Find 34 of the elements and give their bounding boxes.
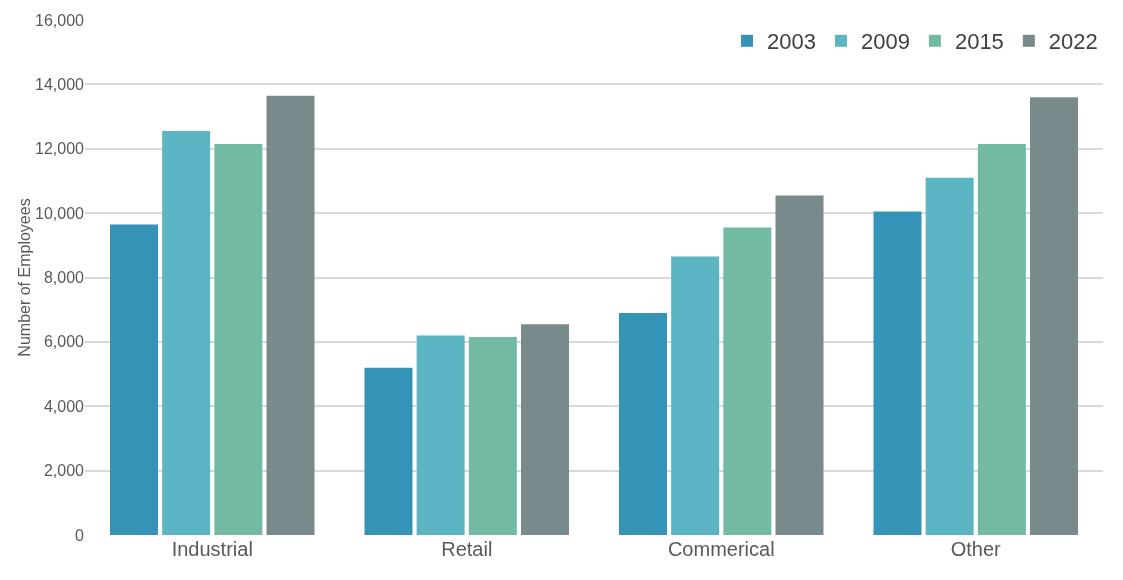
bar [162, 131, 211, 535]
y-tick-label: 0 [75, 526, 85, 544]
bar [416, 335, 465, 535]
bar [468, 337, 517, 535]
bar [109, 224, 158, 535]
y-tick-label: 10,000 [35, 204, 85, 222]
bar [1030, 97, 1079, 535]
y-axis-title: Number of Employees [16, 198, 34, 357]
y-tick-label: 14,000 [35, 75, 85, 93]
y-tick-label: 16,000 [35, 11, 85, 29]
legend-label: 2022 [1048, 29, 1098, 55]
x-tick-label: Industrial [171, 538, 253, 560]
x-tick-label: Commerical [667, 538, 775, 560]
bar [775, 195, 824, 535]
y-tick-label: 12,000 [35, 140, 85, 158]
legend-label: 2009 [860, 29, 910, 55]
bar [521, 324, 570, 535]
y-tick-label: 8,000 [43, 269, 85, 287]
y-tick-label: 2,000 [43, 462, 85, 480]
bar [618, 312, 667, 535]
legend-label: 2015 [954, 29, 1004, 55]
y-tick-label: 4,000 [43, 397, 85, 415]
bar [873, 211, 922, 535]
bar [214, 143, 263, 535]
bar [925, 177, 974, 535]
bar [723, 227, 772, 535]
bar [364, 367, 413, 535]
bar [671, 256, 720, 535]
bar [977, 143, 1026, 535]
bar [266, 95, 315, 535]
legend-label: 2003 [767, 29, 816, 55]
x-tick-label: Other [950, 538, 1002, 560]
y-tick-label: 6,000 [43, 333, 85, 351]
x-tick-label: Retail [441, 538, 493, 560]
